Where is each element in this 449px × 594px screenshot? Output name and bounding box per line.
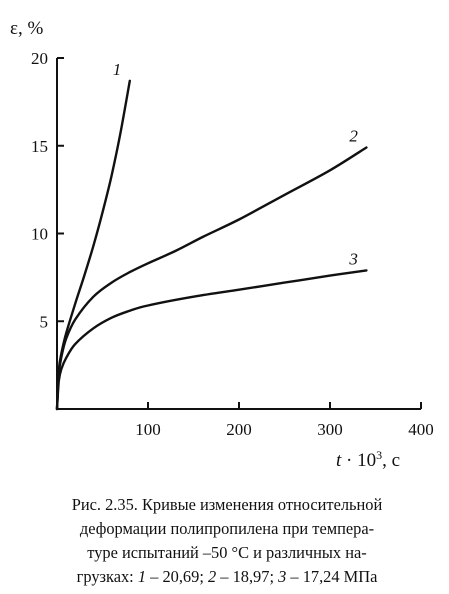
x-tick-label: 100 [135,420,161,439]
data-series [55,79,368,411]
chart: 100 200 300 400 t · 103, с 5 10 15 20 ε, % 1 2 3 [10,18,434,471]
y-ticks: 5 10 15 20 [31,49,64,331]
y-axis-title: ε, % [10,18,43,39]
series-labels: 1 2 3 [113,60,359,269]
figure-caption: Рис. 2.35. Кривые изменения относительно… [18,493,436,589]
x-ticks: 100 200 300 400 [135,402,434,439]
series-line-2 [55,146,368,411]
y-tick-label: 20 [31,49,48,68]
series-label-2: 2 [349,127,358,146]
x-axis: 100 200 300 400 t · 103, с [57,402,434,471]
series-line-1 [55,79,131,411]
y-tick-label: 10 [31,225,48,244]
series-line-3 [55,269,368,411]
x-axis-title: t · 103, с [336,448,400,471]
x-tick-label: 300 [317,420,343,439]
caption-line-4: грузках: 1 – 20,69; 2 – 18,97; 3 – 17,24… [76,567,378,586]
x-tick-label: 400 [408,420,434,439]
y-axis: 5 10 15 20 ε, % [10,18,64,409]
y-tick-label: 5 [40,312,49,331]
series-label-3: 3 [348,249,358,268]
caption-line-1: Рис. 2.35. Кривые изменения относительно… [71,495,383,514]
y-tick-label: 15 [31,137,48,156]
x-tick-label: 200 [226,420,252,439]
caption-line-3: туре испытаний –50 °С и различных на- [87,543,367,562]
caption-line-2: деформации полипропилена при темпера- [79,519,375,538]
series-label-1: 1 [113,60,122,79]
